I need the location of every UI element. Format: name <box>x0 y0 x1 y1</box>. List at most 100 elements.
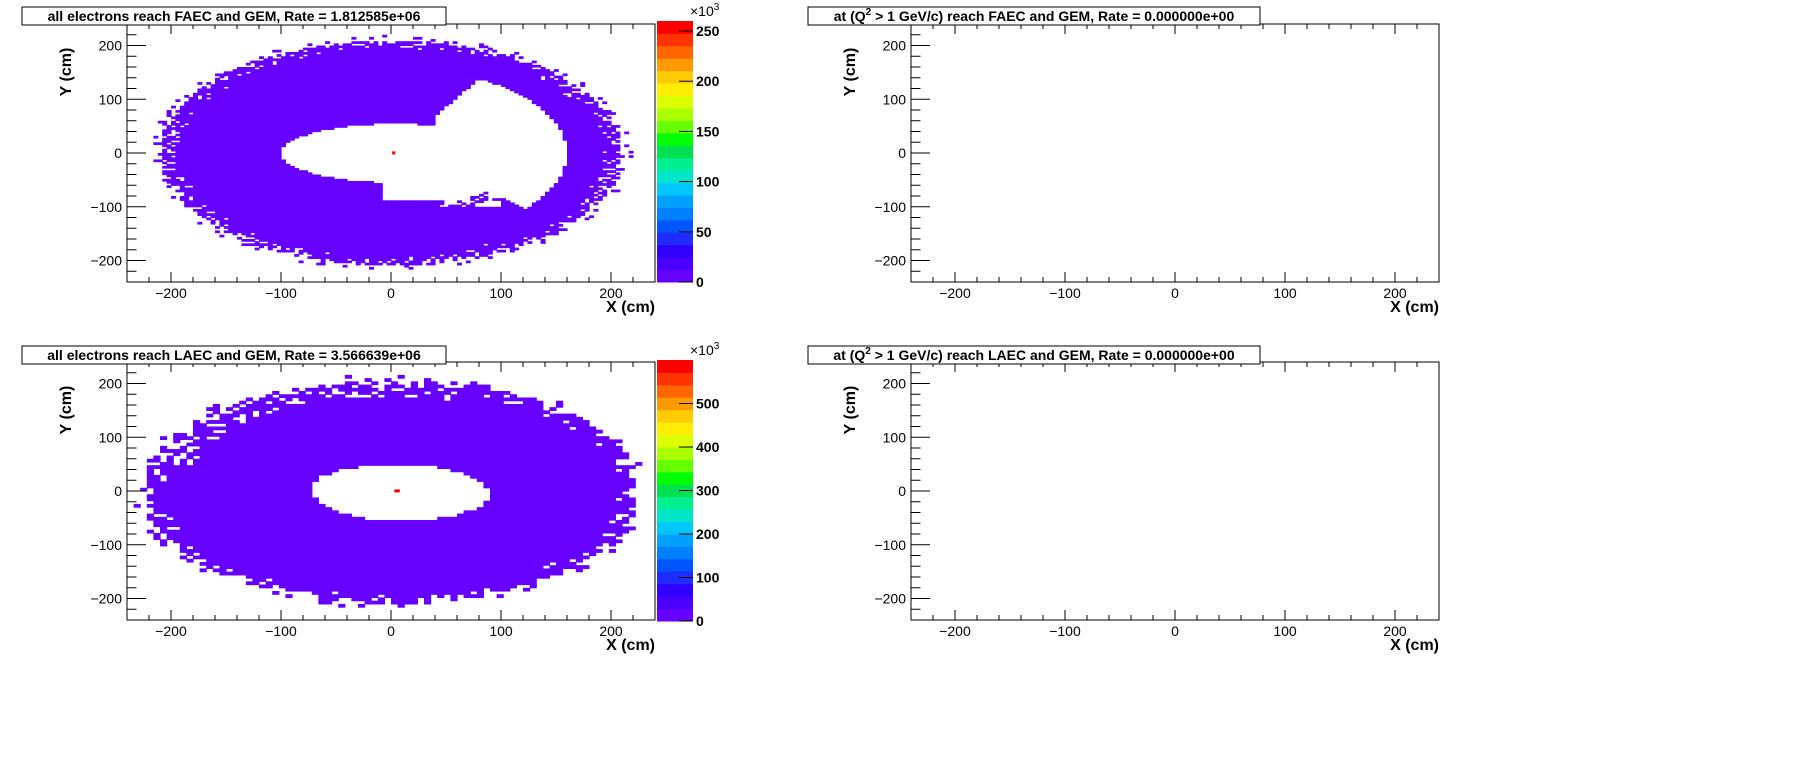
heatmap-cell <box>325 88 330 92</box>
heatmap-cell <box>223 230 229 234</box>
heatmap-cell <box>377 226 383 229</box>
heatmap-cell <box>338 213 344 216</box>
heatmap-cell <box>294 86 300 90</box>
heatmap-cell <box>329 200 335 204</box>
heatmap-cell <box>267 105 273 109</box>
heatmap-cell <box>373 82 379 85</box>
heatmap-cell <box>193 189 198 193</box>
heatmap-cell <box>215 213 220 216</box>
heatmap-cell <box>355 118 361 122</box>
heatmap-cell <box>369 180 374 184</box>
heatmap-cell <box>197 221 203 225</box>
heatmap-cell <box>298 62 304 66</box>
heatmap-cell <box>197 155 203 158</box>
heatmap-cell <box>329 236 335 240</box>
heatmap-cell <box>219 219 225 223</box>
heatmap-cell <box>395 245 401 249</box>
heatmap-cell <box>465 47 471 51</box>
heatmap-cell <box>320 112 326 115</box>
heatmap-cell <box>333 254 339 257</box>
heatmap-cell <box>417 49 423 53</box>
heatmap-cell <box>188 101 194 105</box>
heatmap-cell <box>241 110 247 113</box>
heatmap-cell <box>210 116 216 120</box>
heatmap-cell <box>360 62 366 66</box>
heatmap-cell <box>338 191 344 195</box>
heatmap-cell <box>373 88 379 92</box>
heatmap-cell <box>210 191 216 195</box>
heatmap-cell <box>316 217 322 221</box>
heatmap-cell <box>250 221 256 225</box>
heatmap-cell <box>259 92 264 96</box>
heatmap-cell <box>188 137 194 141</box>
heatmap-cell <box>325 86 330 90</box>
heatmap-cell <box>215 79 220 83</box>
heatmap-cell <box>241 79 247 83</box>
heatmap-cell <box>316 101 322 105</box>
heatmap-cell <box>386 262 392 266</box>
heatmap-cell <box>307 107 313 111</box>
heatmap-cell <box>245 211 251 214</box>
heatmap-cell <box>232 86 238 90</box>
heatmap-cell <box>329 189 335 193</box>
heatmap-cell <box>267 155 273 158</box>
heatmap-cell <box>263 94 269 98</box>
heatmap-cell <box>320 58 326 62</box>
heatmap-cell <box>175 110 181 113</box>
heatmap-cell <box>364 120 370 124</box>
heatmap-cell <box>184 196 190 199</box>
heatmap-cell <box>272 217 278 221</box>
heatmap-cell <box>197 153 203 156</box>
heatmap-cell <box>223 206 229 210</box>
heatmap-cell <box>382 217 388 221</box>
heatmap-cell <box>206 94 212 98</box>
heatmap-cell <box>254 232 260 236</box>
heatmap-cell <box>285 110 291 113</box>
heatmap-cell <box>298 204 304 208</box>
heatmap-cell <box>210 208 216 212</box>
heatmap-cell <box>276 211 282 214</box>
heatmap-cell <box>228 112 234 115</box>
heatmap-cell <box>289 234 295 238</box>
heatmap-cell <box>272 215 278 219</box>
heatmap-cell <box>272 133 278 137</box>
heatmap-cell <box>197 189 203 193</box>
heatmap-cell <box>320 62 326 66</box>
heatmap-cell <box>188 202 194 206</box>
heatmap-cell <box>333 202 339 206</box>
heatmap-cell <box>377 105 383 109</box>
heatmap-cell <box>294 204 300 208</box>
heatmap-cell <box>342 215 348 219</box>
heatmap-cell <box>329 183 335 186</box>
heatmap-cell <box>267 198 273 201</box>
heatmap-cell <box>329 211 335 214</box>
heatmap-cell <box>311 49 317 53</box>
heatmap-cell <box>250 148 256 152</box>
heatmap-cell <box>333 251 339 255</box>
heatmap-cell <box>193 110 198 113</box>
heatmap-cell <box>338 217 344 221</box>
heatmap-cell <box>355 236 361 240</box>
heatmap-cell <box>250 79 256 83</box>
heatmap-cell <box>237 187 242 191</box>
heatmap-cell <box>382 47 388 51</box>
heatmap-cell <box>347 88 352 92</box>
heatmap-cell <box>223 221 229 225</box>
heatmap-cell <box>351 228 357 231</box>
heatmap-cell <box>329 215 335 219</box>
heatmap-cell <box>347 204 352 208</box>
heatmap-cell <box>245 114 251 118</box>
heatmap-cell <box>289 103 295 107</box>
heatmap-cell <box>250 112 256 115</box>
heatmap-cell <box>250 208 256 212</box>
heatmap-cell <box>338 183 344 186</box>
heatmap-cell <box>342 247 348 251</box>
heatmap-cell <box>377 56 383 59</box>
heatmap-cell <box>311 99 317 102</box>
heatmap-cell <box>281 144 286 148</box>
heatmap-cell <box>210 97 216 100</box>
heatmap-cell <box>360 189 366 193</box>
heatmap-cell <box>395 254 401 257</box>
heatmap-cell <box>311 77 317 81</box>
heatmap-cell <box>223 168 229 171</box>
